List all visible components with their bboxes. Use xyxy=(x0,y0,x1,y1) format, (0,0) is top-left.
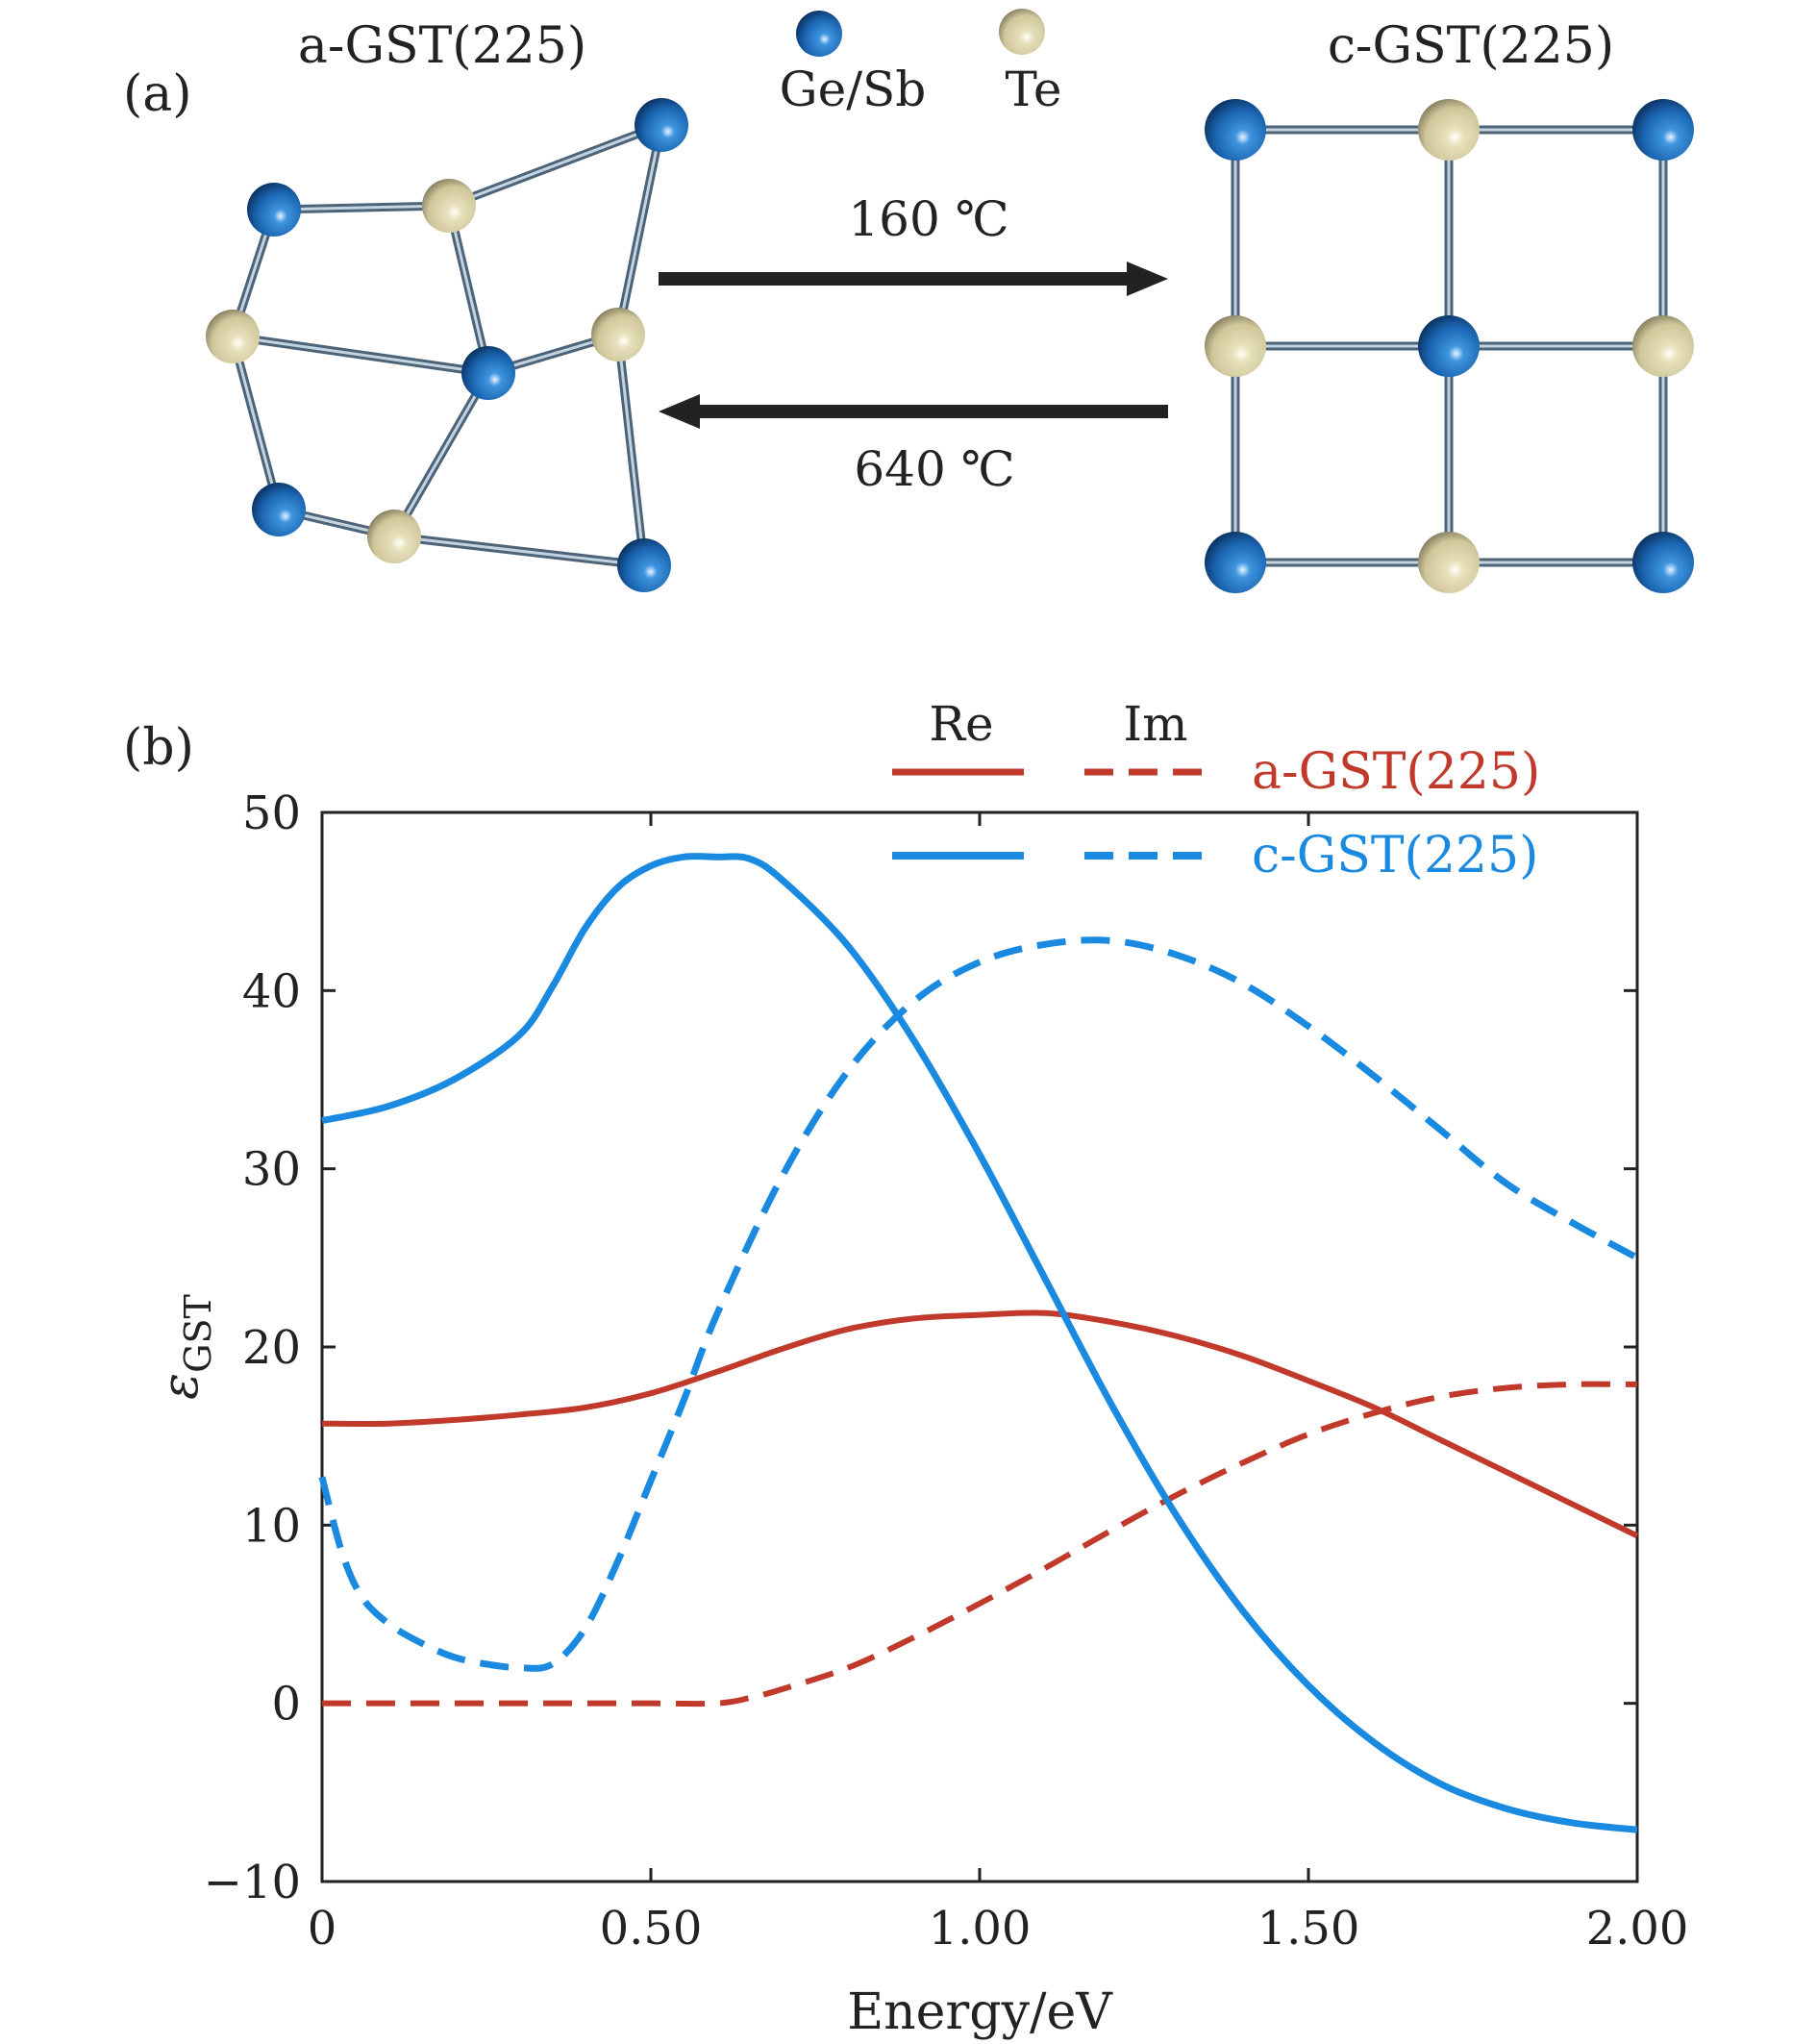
gesb-atom xyxy=(461,346,515,400)
x-tick-label: 0.50 xyxy=(600,1902,703,1956)
te-atom xyxy=(206,310,260,363)
gesb-atom xyxy=(1205,532,1266,593)
crystal-structure-title: c-GST(225) xyxy=(1328,17,1614,75)
te-atom-legend-icon xyxy=(999,9,1045,55)
te-atom xyxy=(1632,315,1694,377)
x-ticks: 0 0.50 1.00 1.50 2.00 xyxy=(308,812,1689,1956)
gesb-atom xyxy=(247,183,301,237)
panel-b-label: (b) xyxy=(123,719,194,777)
c-gst-im-line xyxy=(318,936,1639,1672)
panel-a-label: (a) xyxy=(123,65,192,123)
te-legend-label: Te xyxy=(1005,62,1061,117)
x-tick-label: 1.50 xyxy=(1257,1902,1360,1956)
te-atom xyxy=(591,308,645,361)
chart-legend: Re Im a-GST(225) c-GST(225) xyxy=(892,696,1540,885)
a-gst-im-line xyxy=(322,1381,1638,1707)
te-atom xyxy=(1418,99,1480,161)
te-atom xyxy=(1418,532,1480,593)
amorphous-structure xyxy=(206,98,688,592)
forward-arrow-head xyxy=(1127,262,1168,296)
gesb-atom xyxy=(1205,99,1266,161)
y-tick-label: −10 xyxy=(204,1856,301,1909)
y-tick-label: 30 xyxy=(242,1143,301,1197)
a-gst-re-line xyxy=(321,1309,1639,1539)
y-axis-label: εGST xyxy=(152,1294,219,1400)
series-layer xyxy=(318,853,1639,1833)
legend-im-header: Im xyxy=(1123,696,1187,752)
amorphous-structure-title: a-GST(225) xyxy=(298,17,586,75)
y-axis-symbol: ε xyxy=(152,1373,210,1400)
legend-c-gst-label: c-GST(225) xyxy=(1252,827,1538,885)
gesb-atom xyxy=(252,483,306,536)
te-atom xyxy=(367,510,421,563)
y-tick-label: 40 xyxy=(242,964,301,1018)
gesb-atom xyxy=(617,538,671,592)
plot-frame xyxy=(320,810,1639,1883)
te-atom xyxy=(422,179,476,233)
x-axis-label: Energy/eV xyxy=(847,1983,1113,2041)
panel-b: (b) Re Im a-GST(225) c-GST(225) 0 0.50 1.0… xyxy=(123,696,1688,2041)
y-axis-subscript: GST xyxy=(177,1294,219,1373)
reverse-arrow-head xyxy=(659,394,700,429)
c-gst-re-line xyxy=(321,853,1638,1833)
gesb-atom xyxy=(635,98,688,152)
forward-temperature-label: 160 ℃ xyxy=(848,191,1008,247)
gesb-atom xyxy=(1418,315,1480,377)
x-tick-label: 2.00 xyxy=(1586,1902,1689,1956)
svg-text:εGST: εGST xyxy=(152,1294,219,1400)
x-tick-label: 1.00 xyxy=(929,1902,1032,1956)
gesb-legend-label: Ge/Sb xyxy=(780,62,927,117)
gesb-atom-legend-icon xyxy=(796,11,842,57)
legend-re-header: Re xyxy=(929,696,993,752)
y-ticks: −10 0 10 20 30 40 50 xyxy=(204,786,1637,1909)
te-atom xyxy=(1205,315,1266,377)
x-tick-label: 0 xyxy=(308,1902,337,1956)
y-tick-label: 10 xyxy=(242,1499,301,1553)
legend-a-gst-label: a-GST(225) xyxy=(1252,743,1540,801)
y-tick-label: 20 xyxy=(242,1321,301,1375)
reverse-temperature-label: 640 ℃ xyxy=(854,441,1014,497)
panel-a: (a) a-GST(225) c-GST(225) Ge/Sb Te xyxy=(123,9,1694,593)
transition-arrows: 160 ℃ 640 ℃ xyxy=(659,191,1168,497)
gesb-atom xyxy=(1632,532,1694,593)
crystal-structure xyxy=(1205,99,1694,593)
atom-legend: Ge/Sb Te xyxy=(780,9,1062,117)
y-tick-label: 50 xyxy=(242,786,301,840)
y-tick-label: 0 xyxy=(271,1678,301,1732)
gesb-atom xyxy=(1632,99,1694,161)
